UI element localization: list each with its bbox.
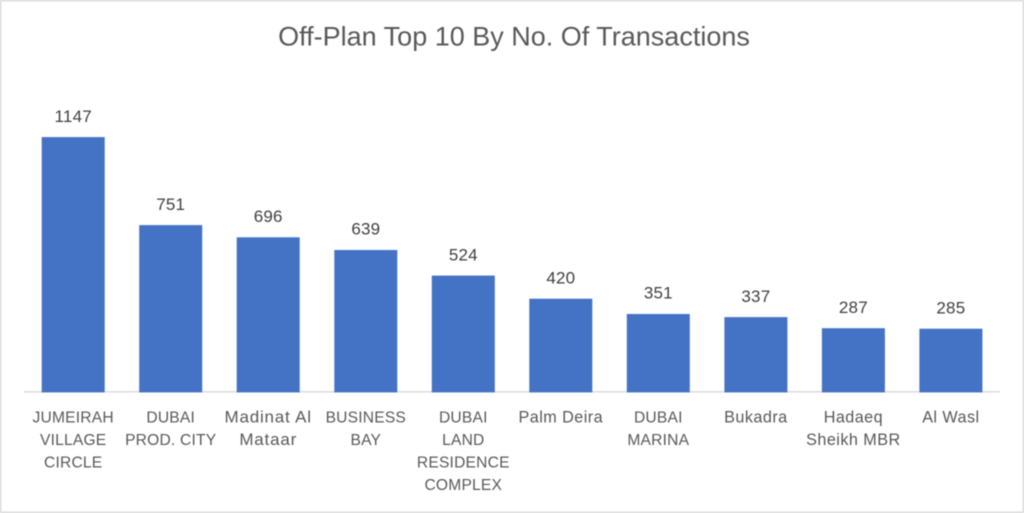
svg-text:337: 337 xyxy=(741,287,770,306)
svg-text:285: 285 xyxy=(936,298,965,317)
svg-text:696: 696 xyxy=(254,207,283,226)
svg-text:524: 524 xyxy=(449,245,478,264)
svg-text:351: 351 xyxy=(644,284,673,303)
svg-text:420: 420 xyxy=(546,268,575,287)
svg-text:1147: 1147 xyxy=(55,107,92,126)
svg-text:Palm Deira: Palm Deira xyxy=(519,409,604,427)
svg-text:Al Wasl: Al Wasl xyxy=(922,409,979,427)
svg-text:751: 751 xyxy=(156,195,185,214)
svg-text:287: 287 xyxy=(839,298,868,317)
svg-text:Off-Plan Top 10 By No. Of Tran: Off-Plan Top 10 By No. Of Transactions xyxy=(278,22,750,52)
svg-text:639: 639 xyxy=(351,220,380,239)
svg-text:Bukadra: Bukadra xyxy=(724,409,787,427)
